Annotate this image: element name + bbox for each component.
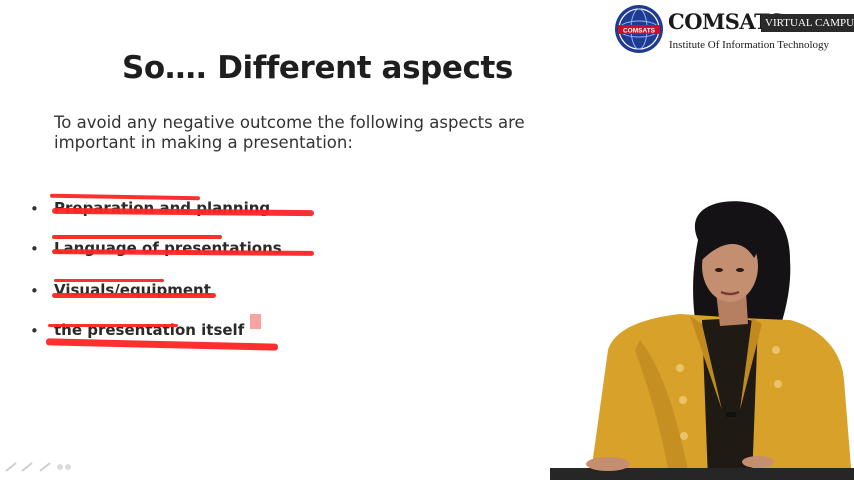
slide-title: So…. Different aspects [122,50,513,86]
bullet-dot: • [30,282,39,300]
annotation-stroke [48,324,178,327]
pen-icon[interactable] [4,460,74,474]
annotation-stroke [54,279,164,282]
logo-subtitle: Institute Of Information Technology [669,39,830,51]
cursor-icon [250,314,261,329]
comsats-logo: COMSATS COMSATS VIRTUAL CAMPUS Institute… [612,4,854,58]
presenter-video [550,201,854,480]
logo-badge: VIRTUAL CAMPUS [761,14,854,32]
bullet-dot: • [30,240,39,258]
seal-icon: COMSATS [615,5,663,53]
slide-intro: To avoid any negative outcome the follow… [54,113,525,152]
annotation-stroke [52,293,216,298]
bullet-dot: • [30,200,39,218]
seal-text: COMSATS [623,28,656,35]
annotation-stroke [52,235,222,239]
bullet-dot: • [30,322,39,340]
